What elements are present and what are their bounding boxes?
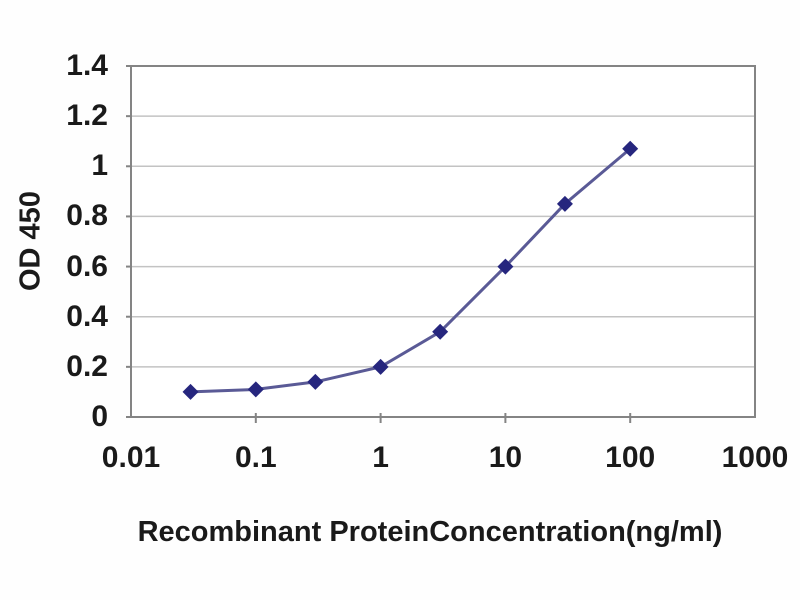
data-point-marker xyxy=(247,381,264,398)
data-point-marker xyxy=(622,140,639,157)
y-tick-label: 1 xyxy=(91,149,108,183)
y-axis-title: OD 450 xyxy=(14,191,47,292)
x-tick-label: 1 xyxy=(372,441,389,474)
x-tick-label: 0.01 xyxy=(101,441,161,474)
x-tick-label: 100 xyxy=(605,441,656,474)
data-point-marker xyxy=(432,323,449,340)
plot-background xyxy=(131,66,755,417)
x-axis-title: Recombinant ProteinConcentration(ng/ml) xyxy=(137,516,723,548)
y-tick-label: 1.2 xyxy=(66,99,108,133)
data-point-marker xyxy=(556,195,573,212)
y-tick-label: 1.4 xyxy=(66,49,108,82)
y-tick-label: 0.2 xyxy=(66,349,108,383)
x-tick-label: 0.1 xyxy=(234,441,277,474)
y-tick-label: 0.4 xyxy=(66,299,108,333)
plot-frame xyxy=(130,65,756,418)
y-tick-label: 0.8 xyxy=(66,199,108,233)
x-tick-label: 10 xyxy=(488,441,523,474)
data-point-marker xyxy=(307,373,324,390)
y-tick-label: 0.6 xyxy=(66,249,108,283)
data-point-marker xyxy=(497,258,514,275)
data-point-marker xyxy=(182,383,199,400)
x-tick-label: 1000 xyxy=(721,441,789,474)
data-series-line xyxy=(190,147,632,394)
y-tick-label: 0 xyxy=(91,400,108,433)
data-point-marker xyxy=(372,358,389,375)
